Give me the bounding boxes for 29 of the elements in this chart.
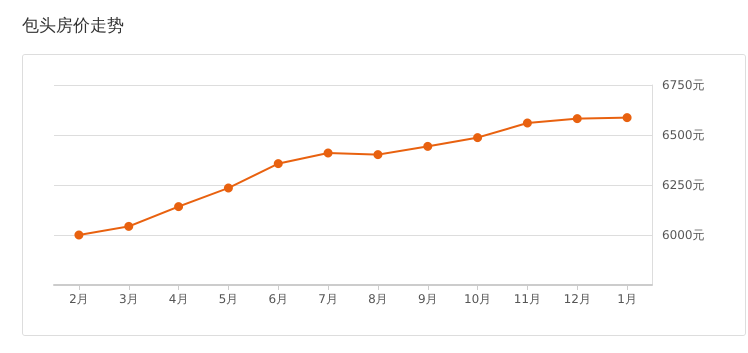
point: [522, 118, 532, 128]
y-tick-label: 6500元: [662, 128, 705, 142]
y-tick-label: 6250元: [662, 178, 705, 192]
x-tick-label: 6月: [268, 292, 288, 306]
y-tick-label: 6750元: [662, 78, 705, 92]
point: [74, 230, 84, 240]
chart-title: 包头房价走势: [22, 15, 124, 37]
x-tick-label: 3月: [118, 292, 139, 306]
point: [473, 133, 482, 142]
x-tick-label: 8月: [368, 292, 388, 306]
x-tick-label: 4月: [168, 292, 188, 306]
point: [324, 148, 333, 158]
point: [423, 142, 432, 151]
point: [224, 184, 233, 192]
point: [174, 202, 184, 212]
x-tick-label: 1月: [617, 292, 637, 306]
point: [124, 222, 134, 231]
x-tick-label: 2月: [69, 292, 89, 306]
y-tick-label: 6000元: [662, 228, 705, 242]
x-tick-label: 11月: [514, 292, 542, 306]
point: [373, 150, 382, 160]
x-tick-label: 10月: [464, 292, 492, 306]
point: [572, 114, 582, 124]
x-tick-label: 5月: [218, 292, 238, 306]
point: [274, 159, 283, 168]
x-tick-label: 12月: [564, 292, 591, 306]
x-tick-label: 9月: [418, 292, 438, 306]
x-tick-label: 7月: [318, 292, 338, 306]
point: [622, 113, 632, 122]
